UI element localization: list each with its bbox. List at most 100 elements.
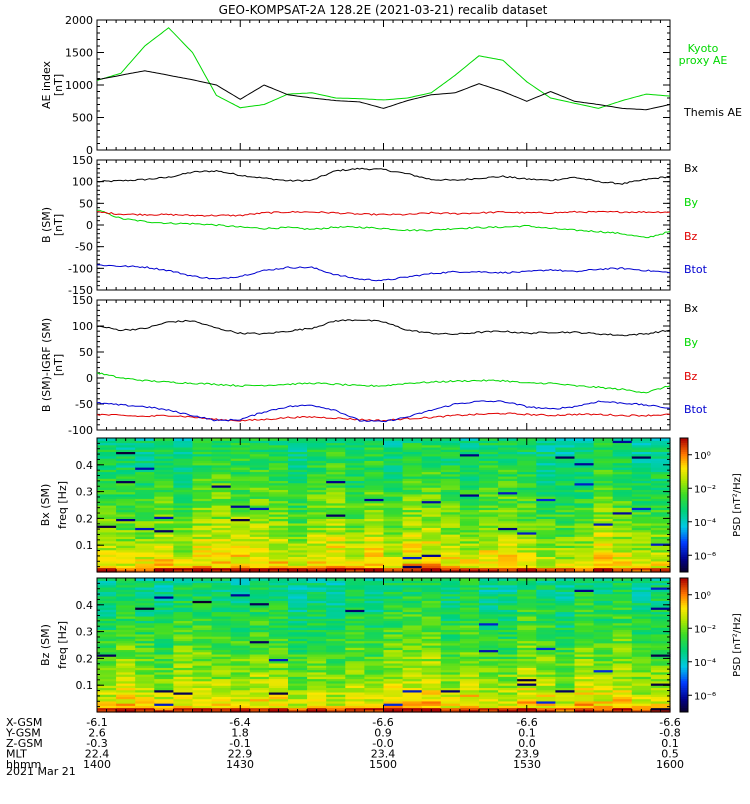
spectrogram-cell	[307, 469, 327, 473]
spectrogram-cell	[97, 696, 117, 700]
spectrogram-cell	[268, 694, 289, 697]
plot-frame	[96, 299, 671, 431]
series-line-by	[96, 372, 671, 394]
spectrogram-cell	[230, 482, 251, 486]
spectrogram-cell	[631, 582, 652, 586]
spectrogram-cell	[307, 518, 327, 522]
spectrogram-cell	[345, 689, 365, 693]
spectrogram-cell	[479, 545, 499, 549]
spectrogram-cell	[612, 611, 633, 615]
spectrogram-cell	[173, 478, 194, 482]
spectrogram-cell	[517, 674, 537, 677]
spectrogram-cell	[459, 593, 480, 597]
spectrogram-cell	[631, 498, 652, 502]
spectrogram-cell	[364, 700, 385, 704]
spectrogram-cell	[650, 604, 671, 608]
spectrogram-cell	[593, 475, 614, 479]
spectrogram-cell	[268, 602, 289, 606]
spectrogram-cell	[154, 449, 174, 452]
spectrogram-cell	[440, 682, 461, 686]
spectrogram-cell	[192, 496, 213, 499]
spectrogram-cell	[421, 567, 442, 571]
spectrogram-cell	[249, 703, 270, 706]
spectrogram-cell	[345, 540, 365, 544]
spectrogram-cell	[173, 449, 194, 452]
spectrogram-cell	[116, 669, 136, 673]
spectrogram-cell	[631, 467, 652, 470]
spectrogram-cell	[440, 658, 461, 662]
spectrogram-cell	[402, 638, 423, 642]
spectrogram-cell	[268, 624, 289, 628]
y-tick-label: 150	[72, 154, 93, 167]
spectrogram-cell	[440, 602, 461, 606]
spectrogram-cell	[440, 613, 461, 617]
spectrogram-cell	[383, 529, 404, 533]
spectrogram-cell	[440, 565, 461, 569]
spectrogram-cell	[383, 505, 404, 508]
spectrogram-cell	[612, 462, 633, 466]
spectrogram-cell	[116, 551, 136, 555]
spectrogram-cell	[326, 689, 346, 693]
spectrogram-cell	[574, 609, 595, 613]
spectrogram-cell	[459, 685, 480, 689]
spectrogram-cell	[612, 464, 633, 468]
spectrogram-cell	[268, 647, 289, 651]
spectrogram-cell	[211, 658, 232, 662]
spectrogram-cell	[268, 527, 289, 531]
spectrogram-cell	[459, 469, 480, 473]
spectrogram-cell	[479, 584, 499, 588]
spectrogram-cell	[631, 642, 652, 646]
spectrogram-cell	[612, 554, 633, 557]
spectrogram-cell	[459, 647, 480, 651]
spectrogram-cell	[517, 631, 537, 635]
spectrogram-cell	[612, 676, 633, 680]
spectrogram-cell	[230, 534, 251, 537]
spectrogram-cell	[402, 660, 423, 664]
spectrogram-cell	[593, 536, 614, 540]
spectrogram-cell	[326, 475, 346, 479]
spectrogram-cell	[498, 584, 518, 588]
spectrogram-cell	[593, 653, 614, 657]
spectrogram-cell	[345, 545, 365, 549]
spectrogram-cell	[268, 642, 289, 646]
spectrogram-cell	[574, 489, 595, 493]
spectrogram-cell	[288, 645, 308, 648]
spectrogram-cell	[574, 700, 595, 704]
spectrogram-cell	[555, 556, 576, 560]
spectrogram-cell	[498, 440, 518, 444]
spectrogram-cell	[173, 593, 194, 597]
spectrogram-cell	[268, 687, 289, 691]
spectrogram-cell	[97, 613, 117, 617]
spectrogram-cell	[211, 469, 232, 473]
spectrogram-cell	[612, 475, 633, 479]
ephemeris-value: -0.3	[86, 737, 107, 750]
spectrogram-cell	[135, 478, 155, 482]
spectrogram-cell	[192, 549, 213, 553]
spectrogram-cell	[631, 667, 652, 671]
spectrogram-cell	[288, 498, 308, 502]
spectrogram-cell	[97, 529, 117, 533]
spectrogram-cell	[97, 700, 117, 704]
spectrogram-cell	[421, 649, 442, 653]
spectrogram-cell	[498, 662, 518, 666]
spectrogram-cell	[631, 676, 652, 680]
spectrogram-cell	[345, 656, 365, 659]
spectrogram-cell	[154, 453, 174, 457]
spectrogram-cell	[97, 685, 117, 689]
spectrogram-cell	[135, 658, 155, 662]
spectrogram-cell	[249, 685, 270, 689]
spectrogram-cell	[574, 491, 595, 495]
spectrogram-cell	[192, 525, 213, 528]
spectrogram-cell	[249, 525, 270, 528]
spectrogram-cell	[154, 467, 174, 470]
spectrogram-cell	[574, 678, 595, 682]
spectrogram-cell	[440, 527, 461, 531]
spectrogram-cell	[574, 703, 595, 706]
spectrogram-cell	[459, 480, 480, 484]
y-tick-label: 100	[72, 176, 93, 189]
spectrogram-cell	[135, 638, 155, 642]
spectrogram-cell	[211, 549, 232, 553]
spectrogram-cell	[173, 636, 194, 639]
spectrogram-cell	[288, 607, 308, 610]
spectrogram-cell	[173, 509, 194, 513]
